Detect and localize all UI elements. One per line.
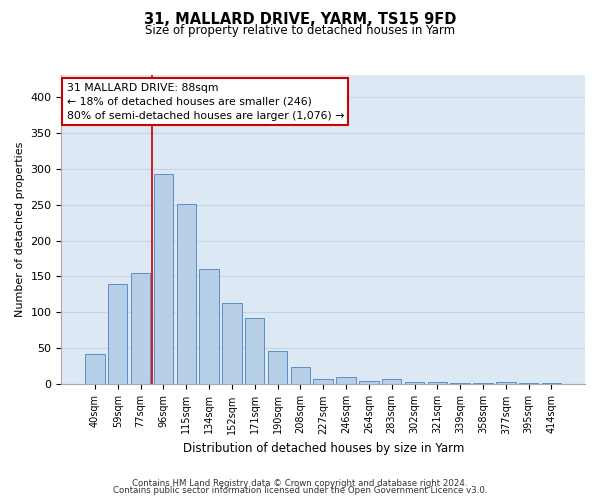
Bar — [405, 382, 424, 384]
Bar — [199, 270, 219, 384]
Bar — [154, 174, 173, 384]
Text: 31, MALLARD DRIVE, YARM, TS15 9FD: 31, MALLARD DRIVE, YARM, TS15 9FD — [144, 12, 456, 28]
Bar — [222, 303, 242, 384]
Bar — [290, 367, 310, 384]
Bar — [268, 352, 287, 384]
Bar — [451, 383, 470, 384]
Bar — [473, 383, 493, 384]
Text: Contains HM Land Registry data © Crown copyright and database right 2024.: Contains HM Land Registry data © Crown c… — [132, 478, 468, 488]
Bar — [496, 382, 515, 384]
Bar — [245, 318, 265, 384]
Bar — [359, 381, 379, 384]
Bar — [108, 284, 127, 384]
Bar — [176, 204, 196, 384]
Bar — [131, 273, 150, 384]
Bar — [382, 378, 401, 384]
Bar — [337, 377, 356, 384]
Bar — [85, 354, 104, 384]
Text: Size of property relative to detached houses in Yarm: Size of property relative to detached ho… — [145, 24, 455, 37]
Y-axis label: Number of detached properties: Number of detached properties — [15, 142, 25, 318]
Text: Contains public sector information licensed under the Open Government Licence v3: Contains public sector information licen… — [113, 486, 487, 495]
Bar — [428, 382, 447, 384]
Text: 31 MALLARD DRIVE: 88sqm
← 18% of detached houses are smaller (246)
80% of semi-d: 31 MALLARD DRIVE: 88sqm ← 18% of detache… — [67, 82, 344, 120]
X-axis label: Distribution of detached houses by size in Yarm: Distribution of detached houses by size … — [182, 442, 464, 455]
Bar — [519, 383, 538, 384]
Bar — [542, 383, 561, 384]
Bar — [313, 378, 333, 384]
